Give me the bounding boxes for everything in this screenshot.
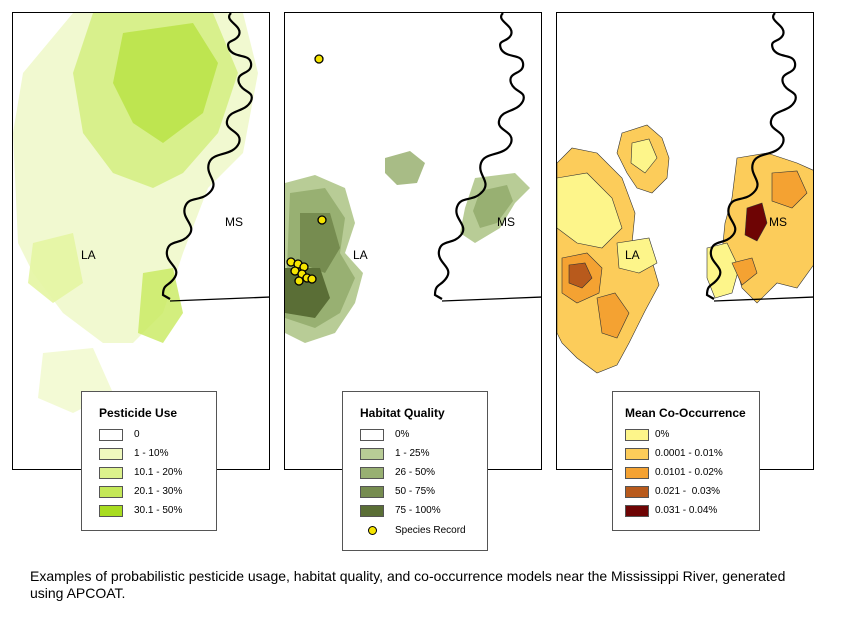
legend-swatch	[625, 485, 649, 498]
species-record-point	[317, 215, 327, 225]
legend-label: 30.1 - 50%	[134, 505, 183, 516]
species-record-point	[314, 54, 324, 64]
state-border	[713, 296, 813, 302]
legend-label: 0.0001 - 0.01%	[655, 448, 723, 459]
legend-swatch	[360, 504, 384, 517]
legend-swatch	[360, 447, 384, 460]
species-record-point	[307, 274, 317, 284]
species-records	[286, 54, 327, 286]
state-border	[441, 296, 541, 302]
legend-label: Species Record	[395, 525, 466, 536]
legend-swatch	[625, 447, 649, 460]
legend-label: 0%	[655, 429, 670, 440]
legend-swatch	[625, 428, 649, 441]
legend-label: 0.0101 - 0.02%	[655, 467, 723, 478]
label-la: LA	[353, 248, 368, 262]
legend-label: 0%	[395, 429, 410, 440]
legend-swatch	[99, 504, 123, 517]
legend-swatch	[99, 428, 123, 441]
mississippi-river	[705, 13, 797, 300]
figure-caption: Examples of probabilistic pesticide usag…	[30, 568, 786, 601]
state-border	[169, 296, 269, 302]
label-la: LA	[625, 248, 640, 262]
pesticide-use-pixels	[13, 13, 258, 413]
label-la: LA	[81, 248, 96, 262]
legend-swatch	[360, 485, 384, 498]
co-occurrence-legend: Mean Co-Occurrence 0% 0.0001 - 0.01% 0.0…	[612, 391, 760, 531]
legend-item: 50 - 75%	[360, 485, 435, 498]
legend-label: 0	[134, 429, 140, 440]
habitat-quality-pixels	[285, 151, 530, 343]
legend-item: 30.1 - 50%	[99, 504, 182, 517]
legend-swatch	[360, 466, 384, 479]
label-ms: MS	[497, 215, 515, 229]
legend-swatch	[99, 466, 123, 479]
legend-item: 0.0001 - 0.01%	[625, 447, 723, 460]
legend-label: 0.031 - 0.04%	[655, 505, 718, 516]
legend-swatch	[360, 428, 384, 441]
legend-label: 1 - 10%	[134, 448, 169, 459]
legend-item: 75 - 100%	[360, 504, 441, 517]
legend-swatch	[625, 504, 649, 517]
legend-swatch	[99, 447, 123, 460]
pesticide-use-legend: Pesticide Use 0 1 - 10% 10.1 - 20% 20.1 …	[81, 391, 217, 531]
legend-swatch	[99, 485, 123, 498]
legend-item: 1 - 25%	[360, 447, 429, 460]
species-record-point	[294, 276, 304, 286]
legend-label: 10.1 - 20%	[134, 467, 183, 478]
legend-title: Mean Co-Occurrence	[625, 406, 746, 420]
legend-item: 26 - 50%	[360, 466, 435, 479]
co-occurrence-polygons	[557, 124, 813, 374]
label-ms: MS	[769, 215, 787, 229]
legend-item: 1 - 10%	[99, 447, 168, 460]
legend-label: 50 - 75%	[395, 486, 436, 497]
species-record-icon	[360, 525, 384, 537]
legend-label: 75 - 100%	[395, 505, 441, 516]
co-occurrence-map	[557, 13, 813, 374]
mississippi-river	[161, 13, 253, 300]
legend-label: 0.021 - 0.03%	[655, 486, 721, 497]
legend-item: 0.0101 - 0.02%	[625, 466, 723, 479]
mississippi-river	[433, 13, 525, 300]
legend-title: Pesticide Use	[99, 406, 178, 420]
legend-item: 20.1 - 30%	[99, 485, 182, 498]
legend-item: 0.021 - 0.03%	[625, 485, 720, 498]
legend-label: 1 - 25%	[395, 448, 430, 459]
legend-item: 0%	[625, 428, 669, 441]
habitat-quality-map	[285, 13, 541, 343]
legend-item: 0.031 - 0.04%	[625, 504, 717, 517]
legend-item: 10.1 - 20%	[99, 466, 182, 479]
legend-item: 0	[99, 428, 140, 441]
legend-label: 20.1 - 30%	[134, 486, 183, 497]
legend-item: 0%	[360, 428, 409, 441]
legend-label: 26 - 50%	[395, 467, 436, 478]
legend-swatch	[625, 466, 649, 479]
legend-item: Species Record	[360, 524, 466, 537]
legend-title: Habitat Quality	[360, 406, 445, 420]
habitat-quality-legend: Habitat Quality 0% 1 - 25% 26 - 50% 50 -…	[342, 391, 488, 551]
label-ms: MS	[225, 215, 243, 229]
